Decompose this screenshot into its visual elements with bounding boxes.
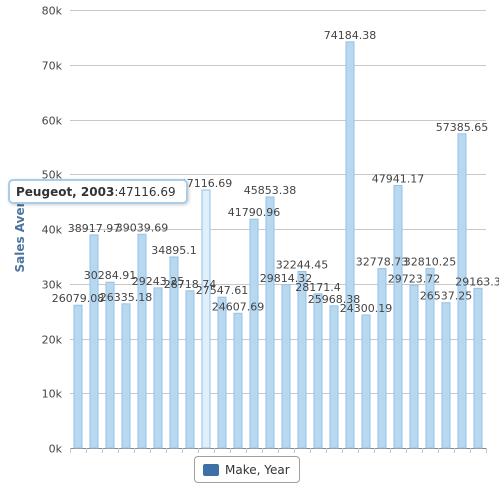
y-tick-label: 70k [42, 60, 63, 73]
bar [105, 281, 115, 449]
bar [297, 270, 307, 449]
data-label: 29243.25 [132, 275, 185, 288]
bar [329, 305, 339, 449]
data-label: 38917.97 [68, 222, 121, 235]
bar [393, 185, 403, 449]
data-label: 39039.69 [116, 221, 169, 234]
data-label: 24300.19 [340, 302, 393, 315]
bar [249, 218, 259, 449]
legend[interactable]: Make, Year [194, 456, 300, 483]
y-axis-label-container: Sales Aver [5, 150, 35, 330]
bar [137, 233, 147, 449]
data-label: 74184.38 [324, 29, 377, 42]
data-label: 32244.45 [276, 258, 329, 271]
data-label: 26537.25 [420, 290, 473, 303]
bar [185, 290, 195, 449]
bar [281, 284, 291, 449]
bar [441, 302, 451, 449]
bar [121, 303, 131, 449]
legend-label[interactable]: Make, Year [225, 462, 290, 477]
data-label: 29723.72 [388, 272, 441, 285]
bar [313, 293, 323, 449]
data-label: 26335.18 [100, 291, 153, 304]
legend-swatch [203, 463, 219, 476]
data-label: 25968.38 [308, 293, 361, 306]
bar [217, 296, 227, 449]
data-label: 24607.69 [212, 300, 265, 313]
bar [169, 256, 179, 449]
data-label: 34895.1 [151, 244, 197, 257]
y-tick-label: 50k [42, 169, 63, 182]
bar [345, 41, 355, 449]
data-label: 45853.38 [244, 184, 297, 197]
data-label: 26079.08 [52, 292, 105, 305]
tooltip-value: 47116.69 [118, 184, 176, 199]
bar [457, 133, 467, 449]
bar [425, 267, 435, 449]
data-label: 30284.91 [84, 269, 137, 282]
y-axis-label: Sales Aver [13, 201, 27, 273]
data-label: 32778.73 [356, 256, 409, 269]
bar [201, 189, 211, 449]
data-label: 28718.74 [164, 278, 217, 291]
data-label: 28171.4 [295, 281, 341, 294]
data-label: 27547.61 [196, 284, 249, 297]
y-tick-label: 30k [42, 279, 63, 292]
y-tick-label: 0k [49, 443, 63, 456]
bar [409, 284, 419, 449]
bar [73, 304, 83, 449]
y-tick-label: 60k [42, 115, 63, 128]
y-tick-label: 80k [42, 5, 63, 18]
y-tick-label: 20k [42, 334, 63, 347]
bar [473, 287, 483, 449]
bar [265, 196, 275, 449]
data-label: 41790.96 [228, 206, 281, 219]
bar [89, 234, 99, 449]
data-label: 57385.65 [436, 121, 489, 134]
tooltip-category: Peugeot, 2003 [16, 184, 115, 199]
tooltip: Peugeot, 2003 : 47116.69 [8, 179, 188, 204]
y-tick-label: 40k [42, 224, 63, 237]
tooltip-separator: : [114, 184, 119, 199]
y-tick-label: 10k [42, 388, 63, 401]
data-label: 47116.69 [180, 177, 233, 190]
bar [233, 312, 243, 449]
bar [153, 287, 163, 449]
data-label: 29814.32 [260, 272, 313, 285]
data-label: 29163.3 [455, 275, 499, 288]
data-label: 32810.25 [404, 255, 457, 268]
bar [361, 314, 371, 449]
bar [377, 268, 387, 449]
data-label: 47941.17 [372, 173, 425, 186]
